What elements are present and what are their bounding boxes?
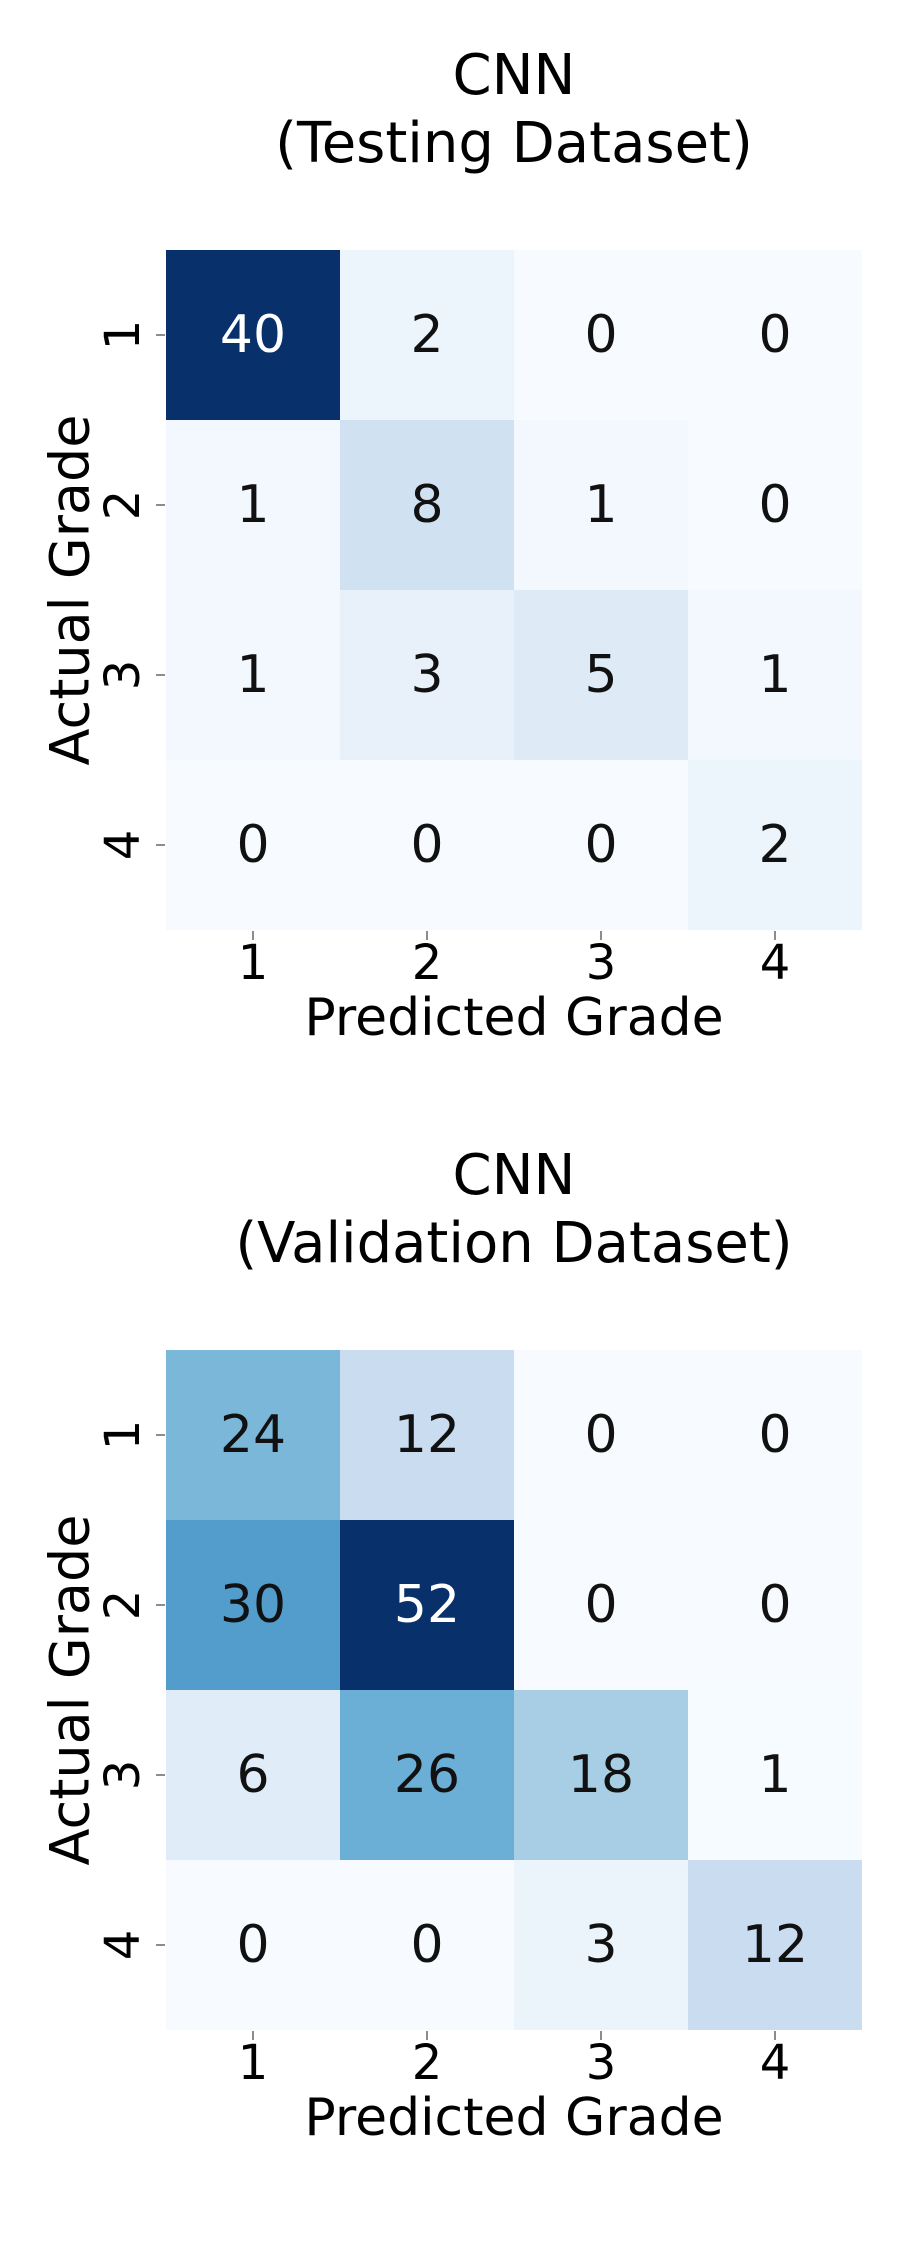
y-tick-mark <box>156 334 165 336</box>
chart-title: CNN (Testing Dataset) <box>166 42 862 178</box>
cell-r4-c4: 2 <box>688 760 862 930</box>
x-tick-label-4: 4 <box>759 2035 791 2091</box>
cell-r3-c1: 6 <box>166 1690 340 1860</box>
figure-cnn-testing: CNN (Testing Dataset) Actual Grade 40 2 0 0… <box>38 42 862 1048</box>
y-tick-label-2: 2 <box>95 489 151 521</box>
cell-r1-c1: 24 <box>166 1350 340 1520</box>
cell-r1-c1: 40 <box>166 250 340 420</box>
cell-r1-c2: 2 <box>340 250 514 420</box>
x-tick-mark <box>774 931 776 940</box>
y-tick-mark <box>156 674 165 676</box>
cell-r3-c4: 1 <box>688 1690 862 1860</box>
cell-r2-c2: 52 <box>340 1520 514 1690</box>
y-axis-label: Actual Grade <box>38 414 102 766</box>
y-tick-label-4: 4 <box>95 829 151 861</box>
figure-cnn-validation: CNN (Validation Dataset) Actual Grade 24… <box>0 1100 900 2225</box>
cell-r1-c2: 12 <box>340 1350 514 1520</box>
cell-r4-c3: 3 <box>514 1860 688 2030</box>
x-tick-label-2: 2 <box>411 935 443 991</box>
cell-r3-c1: 1 <box>166 590 340 760</box>
x-tick-mark <box>426 2031 428 2040</box>
y-tick-mark <box>156 1434 165 1436</box>
x-tick-mark <box>600 931 602 940</box>
cell-r2-c2: 8 <box>340 420 514 590</box>
chart-title: CNN (Validation Dataset) <box>166 1142 862 1278</box>
y-axis-label: Actual Grade <box>38 1514 102 1866</box>
cell-r4-c3: 0 <box>514 760 688 930</box>
y-tick-label-1: 1 <box>95 1419 151 1451</box>
cell-r3-c2: 3 <box>340 590 514 760</box>
cell-r1-c3: 0 <box>514 250 688 420</box>
x-tick-mark <box>252 931 254 940</box>
x-tick-label-1: 1 <box>237 2035 269 2091</box>
y-tick-label-3: 3 <box>95 659 151 691</box>
chart-title-line1: CNN <box>452 43 576 108</box>
x-axis-label: Predicted Grade <box>304 2088 724 2148</box>
cell-r2-c3: 1 <box>514 420 688 590</box>
x-axis-label: Predicted Grade <box>304 988 724 1048</box>
cell-r4-c2: 0 <box>340 760 514 930</box>
cell-r3-c3: 5 <box>514 590 688 760</box>
x-tick-mark <box>600 2031 602 2040</box>
cell-r4-c1: 0 <box>166 1860 340 2030</box>
cell-r3-c2: 26 <box>340 1690 514 1860</box>
cell-r2-c1: 1 <box>166 420 340 590</box>
x-tick-label-4: 4 <box>759 935 791 991</box>
cell-r1-c3: 0 <box>514 1350 688 1520</box>
confusion-matrix-grid: 24 12 0 0 30 52 0 0 6 26 18 1 0 0 3 12 <box>166 1350 862 2030</box>
cell-r1-c4: 0 <box>688 250 862 420</box>
cell-r3-c4: 1 <box>688 590 862 760</box>
cell-r2-c4: 0 <box>688 420 862 590</box>
y-tick-label-1: 1 <box>95 319 151 351</box>
x-tick-label-2: 2 <box>411 2035 443 2091</box>
confusion-matrix-grid: 40 2 0 0 1 8 1 0 1 3 5 1 0 0 0 2 <box>166 250 862 930</box>
cell-r2-c4: 0 <box>688 1520 862 1690</box>
chart-title-line2: (Testing Dataset) <box>275 111 753 176</box>
y-tick-mark <box>156 1774 165 1776</box>
cell-r2-c3: 0 <box>514 1520 688 1690</box>
chart-title-line2: (Validation Dataset) <box>235 1211 793 1276</box>
y-tick-label-2: 2 <box>95 1589 151 1621</box>
y-tick-label-4: 4 <box>95 1929 151 1961</box>
cell-r4-c1: 0 <box>166 760 340 930</box>
y-tick-mark <box>156 844 165 846</box>
cell-r4-c2: 0 <box>340 1860 514 2030</box>
cell-r1-c4: 0 <box>688 1350 862 1520</box>
x-tick-label-3: 3 <box>585 2035 617 2091</box>
x-tick-mark <box>252 2031 254 2040</box>
x-tick-mark <box>774 2031 776 2040</box>
cell-r3-c3: 18 <box>514 1690 688 1860</box>
y-tick-mark <box>156 1944 165 1946</box>
y-tick-label-3: 3 <box>95 1759 151 1791</box>
y-tick-mark <box>156 504 165 506</box>
x-tick-mark <box>426 931 428 940</box>
x-tick-label-1: 1 <box>237 935 269 991</box>
chart-title-line1: CNN <box>452 1143 576 1208</box>
cell-r2-c1: 30 <box>166 1520 340 1690</box>
cell-r4-c4: 12 <box>688 1860 862 2030</box>
x-tick-label-3: 3 <box>585 935 617 991</box>
y-tick-mark <box>156 1604 165 1606</box>
